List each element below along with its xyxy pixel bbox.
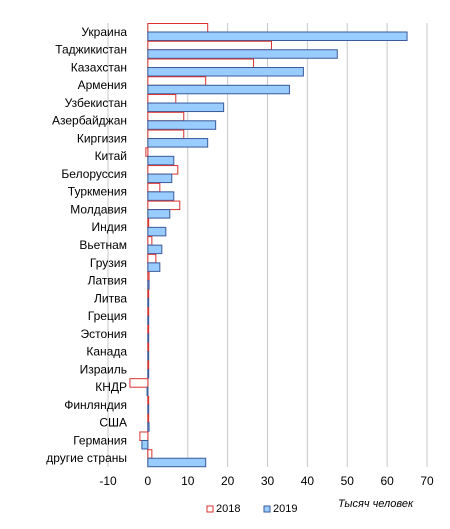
bar-2018-5: [147, 111, 185, 122]
bar-2019-7: [147, 155, 175, 166]
bar-2018-21: [147, 395, 150, 406]
legend: 2018 2019: [206, 503, 297, 515]
category-label: Вьетнам: [79, 238, 127, 252]
category-label: Узбекистан: [65, 96, 127, 110]
bar-2018-14: [147, 271, 150, 282]
x-axis-unit-label: Тысяч человек: [338, 498, 414, 510]
bar-2019-18: [147, 351, 150, 361]
bar-2019-22: [147, 422, 150, 432]
category-label: Азербайджан: [52, 114, 127, 128]
x-tick-label: 70: [420, 474, 434, 488]
bar-2019-15: [147, 297, 150, 308]
category-label: Израиль: [80, 362, 127, 376]
x-tick-label: 0: [145, 474, 152, 488]
category-label: Украина: [81, 25, 127, 39]
bar-2019-20: [146, 386, 149, 397]
category-label: Армения: [78, 78, 127, 92]
bar-2018-7: [145, 147, 149, 157]
bar-2018-1: [147, 40, 272, 51]
bar-2018-6: [147, 129, 185, 140]
category-label: Латвия: [88, 274, 127, 288]
bars: [129, 23, 408, 468]
category-label: Германия: [73, 433, 127, 447]
legend-label-2018: 2018: [216, 503, 240, 515]
bar-2019-4: [147, 102, 225, 113]
bar-2019-24: [147, 457, 207, 468]
bar-2019-6: [147, 138, 209, 148]
category-labels: Украина Таджикистан Казахстан Армения Узбеки…: [46, 25, 127, 465]
category-label: Туркмения: [68, 185, 127, 199]
bar-2018-0: [147, 23, 209, 33]
bar-2018-19: [147, 360, 150, 370]
bar-2019-3: [147, 84, 290, 95]
bar-2019-9: [147, 191, 175, 201]
bar-2018-10: [147, 200, 181, 211]
bar-2018-4: [147, 94, 177, 104]
category-label: Таджикистан: [55, 43, 127, 57]
category-label: другие страны: [46, 451, 127, 465]
category-label: Китай: [95, 149, 127, 163]
bar-2018-20: [129, 378, 149, 388]
bar-2019-12: [147, 244, 163, 255]
bar-2019-1: [147, 49, 338, 59]
category-label: Казахстан: [71, 60, 127, 74]
bar-2019-13: [147, 262, 161, 272]
category-label: Грузия: [90, 256, 127, 270]
bar-2018-15: [147, 289, 150, 299]
category-label: Киргизия: [77, 131, 127, 145]
bar-2019-8: [147, 173, 173, 184]
x-tick-label: 60: [380, 474, 394, 488]
bar-2019-5: [147, 120, 217, 130]
bar-2019-14: [147, 280, 150, 290]
bar-2018-11: [147, 218, 150, 228]
x-tick-label: -10: [99, 474, 117, 488]
bar-2018-24: [147, 449, 153, 459]
bar-2019-11: [147, 226, 167, 237]
x-tick-label: 40: [301, 474, 315, 488]
category-label: Молдавия: [70, 202, 127, 216]
category-label: Эстония: [81, 327, 128, 341]
bar-2019-17: [147, 333, 150, 343]
legend-swatch-2018: [206, 505, 214, 513]
category-label: Греция: [88, 309, 127, 323]
bar-2018-17: [147, 324, 150, 335]
legend-swatch-2019: [263, 505, 271, 513]
bar-2018-12: [147, 236, 153, 246]
legend-label-2019: 2019: [273, 503, 297, 515]
category-label: США: [99, 416, 127, 430]
category-label: Литва: [94, 291, 127, 305]
bar-2018-22: [147, 413, 150, 424]
bar-2018-18: [147, 342, 150, 353]
category-label: Финляндия: [64, 398, 127, 412]
bar-2019-0: [147, 31, 408, 41]
bar-2018-23: [139, 431, 149, 441]
bar-2019-16: [147, 315, 150, 326]
bar-2018-9: [147, 182, 161, 193]
bar-2019-10: [147, 209, 171, 219]
category-label: Индия: [92, 220, 127, 234]
bar-2018-3: [147, 76, 207, 86]
x-tick-labels: -10 0 10 20 30 40 50 60 70: [99, 474, 434, 488]
x-tick-label: 20: [221, 474, 235, 488]
bar-2018-13: [147, 253, 157, 264]
bar-2019-21: [147, 404, 150, 414]
bar-2019-19: [147, 368, 150, 379]
bar-2019-2: [147, 67, 304, 77]
x-tick-label: 30: [261, 474, 275, 488]
bar-2019-23: [141, 439, 149, 450]
x-tick-label: 50: [341, 474, 355, 488]
category-label: Канада: [86, 345, 127, 359]
bar-2018-16: [147, 307, 150, 317]
bar-2018-8: [147, 165, 179, 175]
x-tick-label: 10: [181, 474, 195, 488]
category-label: Белоруссия: [61, 167, 127, 181]
category-label: КНДР: [95, 380, 127, 394]
bar-2018-2: [147, 58, 255, 69]
